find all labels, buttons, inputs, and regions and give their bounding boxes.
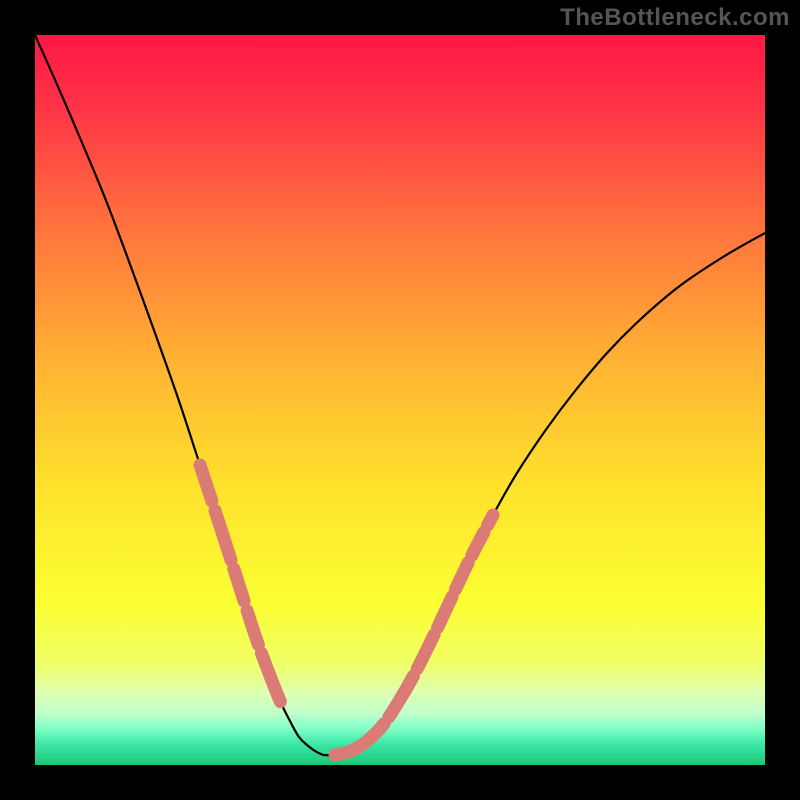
right-curve-markers (335, 515, 493, 755)
left-curve-markers (200, 465, 323, 755)
curve-layer (35, 35, 765, 765)
left-curve (35, 35, 323, 755)
plot-area (35, 35, 765, 765)
watermark-text: TheBottleneck.com (560, 4, 790, 32)
chart-container: TheBottleneck.com (0, 0, 800, 800)
right-curve (323, 233, 765, 755)
